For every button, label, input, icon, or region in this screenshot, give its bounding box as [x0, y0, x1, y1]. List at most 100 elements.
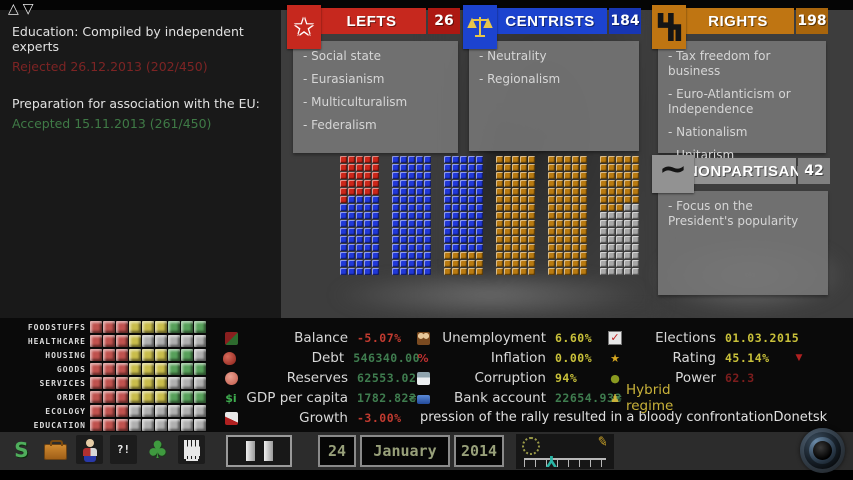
toolbar-button-tree[interactable]: ♣ [144, 435, 171, 464]
toolbar-button-briefcase[interactable] [42, 435, 69, 464]
seat [520, 236, 527, 243]
balance-icon [222, 331, 240, 345]
need-row: ORDER [2, 390, 207, 404]
seat [624, 268, 631, 275]
party-panel-rights[interactable]: RIGHTS 198 Tax freedom for business Euro-At… [652, 5, 828, 162]
scroll-arrows[interactable]: △▽ [8, 1, 38, 17]
seat [444, 196, 451, 203]
speaker-orb-button[interactable] [800, 428, 845, 473]
seat [444, 260, 451, 267]
law-message[interactable]: Preparation for association with the EU:… [12, 96, 269, 131]
hand-icon [183, 440, 200, 459]
party-panel-centrists[interactable]: CENTRISTS 184 Neutrality Regionalism [463, 5, 641, 151]
background-photo [330, 270, 650, 320]
toolbar-button-dialog[interactable]: ?! [110, 435, 137, 464]
seat [556, 156, 563, 163]
party-platform-list: Focus on the President's popularity [658, 191, 828, 295]
seat [580, 244, 587, 251]
seat [348, 212, 355, 219]
seat [364, 188, 371, 195]
need-level-cell [168, 321, 180, 333]
seat [616, 188, 623, 195]
seat [364, 212, 371, 219]
seat [340, 156, 347, 163]
slider-handle[interactable]: Y [546, 452, 557, 470]
seat [512, 172, 519, 179]
stat-row: Debt 546340.00 [222, 348, 420, 368]
seat [408, 204, 415, 211]
law-message[interactable]: Education: Compiled by independent exper… [12, 24, 269, 74]
seat [600, 204, 607, 211]
stat-row: ★ Rating 45.14% ▼ [606, 348, 846, 368]
seat [504, 204, 511, 211]
seat [460, 236, 467, 243]
need-level-cell [155, 377, 167, 389]
reserves-icon [222, 371, 240, 385]
party-name-bar: LEFTS [317, 8, 426, 34]
seat [356, 196, 363, 203]
toolbar-button-hand[interactable] [178, 435, 205, 464]
seat [504, 244, 511, 251]
seat [476, 260, 483, 267]
need-level-cell [194, 321, 206, 333]
seat [616, 252, 623, 259]
seat [372, 252, 379, 259]
seat [476, 164, 483, 171]
seat [444, 220, 451, 227]
seat [580, 268, 587, 275]
party-panel-lefts[interactable]: ★ LEFTS 26 Social state Eurasianism Multicult… [287, 5, 460, 153]
seat [372, 172, 379, 179]
seat [564, 164, 571, 171]
seat [548, 268, 555, 275]
seat [496, 164, 503, 171]
scroll-down-icon[interactable]: ▽ [22, 1, 38, 17]
seat [528, 268, 535, 275]
seat [392, 212, 399, 219]
seat [496, 180, 503, 187]
seat [512, 196, 519, 203]
seat [348, 180, 355, 187]
need-label: GOODS [56, 364, 86, 374]
seat [392, 252, 399, 259]
party-seat-count: 26 [428, 8, 460, 34]
stats-panel: FOODSTUFFS HEALTHCARE HOUSING GOODS SERVICES… [0, 318, 853, 432]
need-level-cell [194, 363, 206, 375]
seat [600, 252, 607, 259]
toolbar-button-hryvnia[interactable]: S [8, 435, 35, 464]
stat-value: 0.00% [555, 351, 593, 365]
seat [548, 172, 555, 179]
seat [504, 156, 511, 163]
need-level-cell [90, 419, 102, 431]
seat [556, 196, 563, 203]
stat-row: % Inflation 0.00% [414, 348, 626, 368]
party-seat-count: 42 [798, 158, 830, 184]
seat-column [496, 156, 536, 276]
seat [608, 268, 615, 275]
seat [548, 228, 555, 235]
stat-row: Reserves 62553.02 [222, 368, 420, 388]
seat [624, 212, 631, 219]
seat [356, 220, 363, 227]
stat-value: 01.03.2015 [725, 331, 800, 345]
seat-column [600, 156, 640, 276]
control-bar: S?! ♣ 24 January 2014 ✎ Y [0, 432, 853, 470]
seat [400, 188, 407, 195]
seat [372, 164, 379, 171]
pause-button[interactable] [226, 435, 292, 467]
seat [340, 236, 347, 243]
seat [608, 252, 615, 259]
seat [468, 196, 475, 203]
need-level-cell [129, 405, 141, 417]
stat-row: Bank account 22654.93₴ [414, 388, 626, 408]
seat [608, 204, 615, 211]
seat [564, 204, 571, 211]
seat [624, 220, 631, 227]
seat [580, 204, 587, 211]
seat [340, 172, 347, 179]
time-speed-slider[interactable]: ✎ Y [516, 434, 614, 470]
toolbar-button-person[interactable] [76, 435, 103, 464]
scroll-up-icon[interactable]: △ [8, 1, 23, 17]
stat-label: Debt [311, 350, 345, 366]
seat [496, 188, 503, 195]
